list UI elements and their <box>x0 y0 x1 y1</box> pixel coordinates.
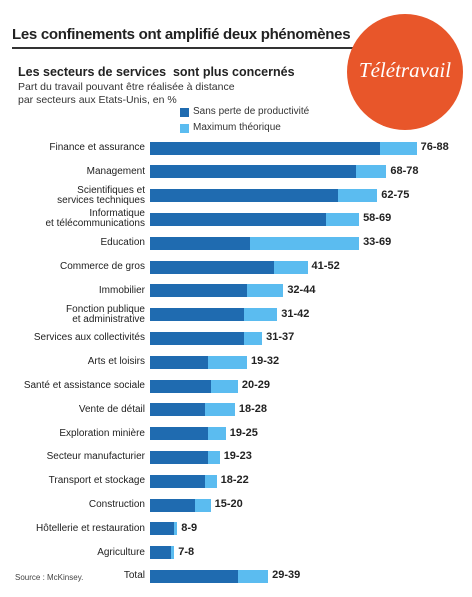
bar <box>150 189 338 203</box>
value-label: 29-39 <box>272 569 301 582</box>
source: Source : McKinsey. <box>15 573 84 582</box>
legend-swatch <box>180 108 189 117</box>
badge: Télétravail <box>347 14 463 130</box>
category-label: Arts et loisirs <box>87 356 145 368</box>
bar <box>150 355 208 369</box>
value-label: 18-28 <box>238 402 267 415</box>
category-label: Vente de détail <box>78 403 145 415</box>
bar <box>150 308 244 322</box>
legend-swatch <box>180 124 189 133</box>
category-label: Informatique et télécommunications <box>45 208 146 230</box>
value-label: 15-20 <box>214 498 243 510</box>
bar <box>150 212 326 226</box>
bar <box>150 379 211 393</box>
bar <box>150 403 205 417</box>
value-label: 33-69 <box>363 236 392 249</box>
bar <box>150 522 175 536</box>
value-label: 62-75 <box>381 188 410 201</box>
category-label: Scientifiques et services techniques <box>57 184 145 206</box>
category-label: Finance et assurance <box>49 142 145 153</box>
value-label: 31-37 <box>266 331 295 344</box>
value-label: 41-52 <box>311 260 340 272</box>
value-label: 20-29 <box>241 379 270 391</box>
category-label: Secteur manufacturier <box>46 451 145 463</box>
category-label: Services aux collectivités <box>33 332 145 344</box>
value-label: 18-22 <box>220 474 249 487</box>
value-label: 8-9 <box>181 521 198 534</box>
value-label: 19-25 <box>229 426 258 439</box>
value-label: 7-8 <box>178 545 195 558</box>
bar <box>150 141 381 155</box>
bar <box>150 331 244 345</box>
value-label: 19-32 <box>250 355 280 368</box>
legend-label: Sans perte de productivité <box>193 106 310 117</box>
category-label: Construction <box>88 499 145 510</box>
category-label: Santé et assistance sociale <box>23 380 145 391</box>
bar <box>150 498 196 512</box>
value-label: 19-23 <box>223 450 252 463</box>
value-label: 58-69 <box>363 212 392 225</box>
category-label: Commerce de gros <box>59 261 145 272</box>
bar <box>150 546 172 560</box>
bar <box>150 450 208 464</box>
badge-text: Télétravail <box>358 58 452 82</box>
page-title: Les confinements ont amplifié deux phéno… <box>12 26 351 43</box>
chart-subtitle: Part du travail pouvant être réalisée à … <box>18 81 235 106</box>
bar <box>150 427 208 441</box>
category-label: Transport et stockage <box>48 475 145 487</box>
category-label: Hôtellerie et restauration <box>36 522 145 534</box>
category-label: Management <box>86 165 145 177</box>
bar <box>150 569 238 583</box>
category-label: Fonction publique et administrative <box>66 303 145 325</box>
bar <box>150 165 357 179</box>
category-label: Exploration minière <box>59 427 145 439</box>
category-label: Immobilier <box>98 284 145 296</box>
value-label: 31-42 <box>281 307 310 320</box>
title-rule <box>12 47 457 49</box>
category-label: Total <box>123 570 145 582</box>
category-label: Agriculture <box>97 546 145 558</box>
legend-label: Maximum théorique <box>193 122 281 133</box>
chart-title: Les secteurs de services sont plus conce… <box>18 65 295 79</box>
value-label: 68-78 <box>390 164 419 177</box>
category-label: Education <box>100 237 145 249</box>
value-label: 32-44 <box>287 283 316 296</box>
bar <box>150 236 250 250</box>
bar <box>150 284 247 298</box>
bar <box>150 260 275 274</box>
bar <box>150 474 205 488</box>
value-label: 76-88 <box>420 141 449 153</box>
